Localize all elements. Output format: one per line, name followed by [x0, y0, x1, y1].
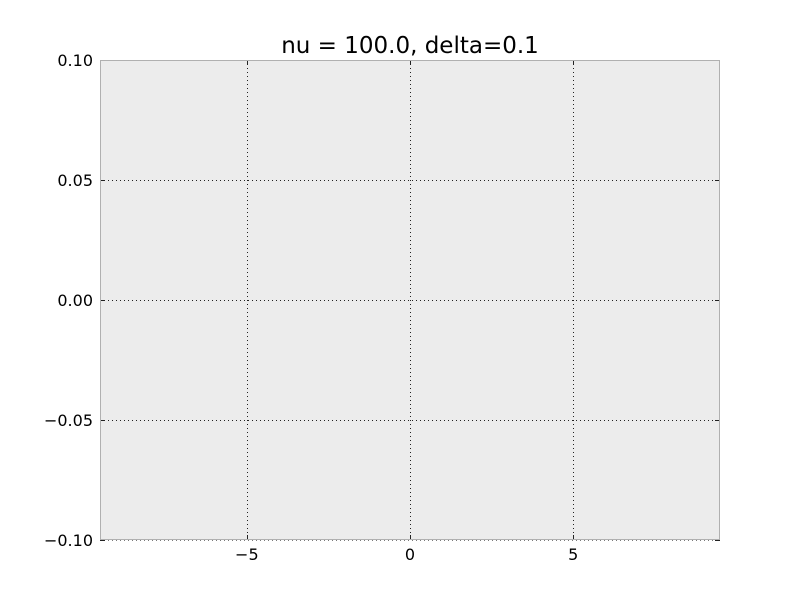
x-tick-label: 0 [405, 545, 415, 564]
y-tick-label: −0.10 [44, 531, 93, 550]
y-tick-label: 0.10 [57, 51, 93, 70]
x-tick-label: 5 [568, 545, 578, 564]
y-tick-label: 0.00 [57, 291, 93, 310]
plot-frame [100, 60, 720, 540]
x-tick-label: −5 [235, 545, 259, 564]
y-tick-label: −0.05 [44, 411, 93, 430]
chart-title: nu = 100.0, delta=0.1 [281, 33, 539, 59]
y-tick-label: 0.05 [57, 171, 93, 190]
tick-labels: −5 0 5 0.10 0.05 0.00 −0.05 −0.10 [44, 51, 578, 564]
